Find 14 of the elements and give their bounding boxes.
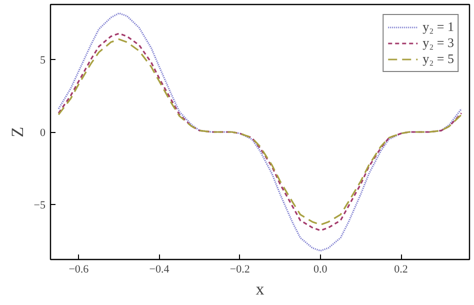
x-axis-title: x <box>256 280 265 298</box>
x-tick-label: −0.4 <box>149 264 170 276</box>
x-tick-label: −0.6 <box>68 264 90 276</box>
y-tick-label: 0 <box>40 127 46 139</box>
x-tick-label: −0.2 <box>230 264 250 276</box>
x-tick-label: 0.0 <box>314 264 328 276</box>
y-tick-label: −5 <box>34 199 46 212</box>
line-series <box>58 12 462 252</box>
x-tick-label: 0.2 <box>394 264 408 276</box>
legend-label: y₂ = 5 <box>422 51 454 67</box>
legend-label: y₂ = 3 <box>422 35 454 51</box>
y-tick-label: 5 <box>40 54 46 67</box>
y-axis-title: Z <box>8 126 27 138</box>
legend-label: y₂ = 1 <box>422 19 454 35</box>
